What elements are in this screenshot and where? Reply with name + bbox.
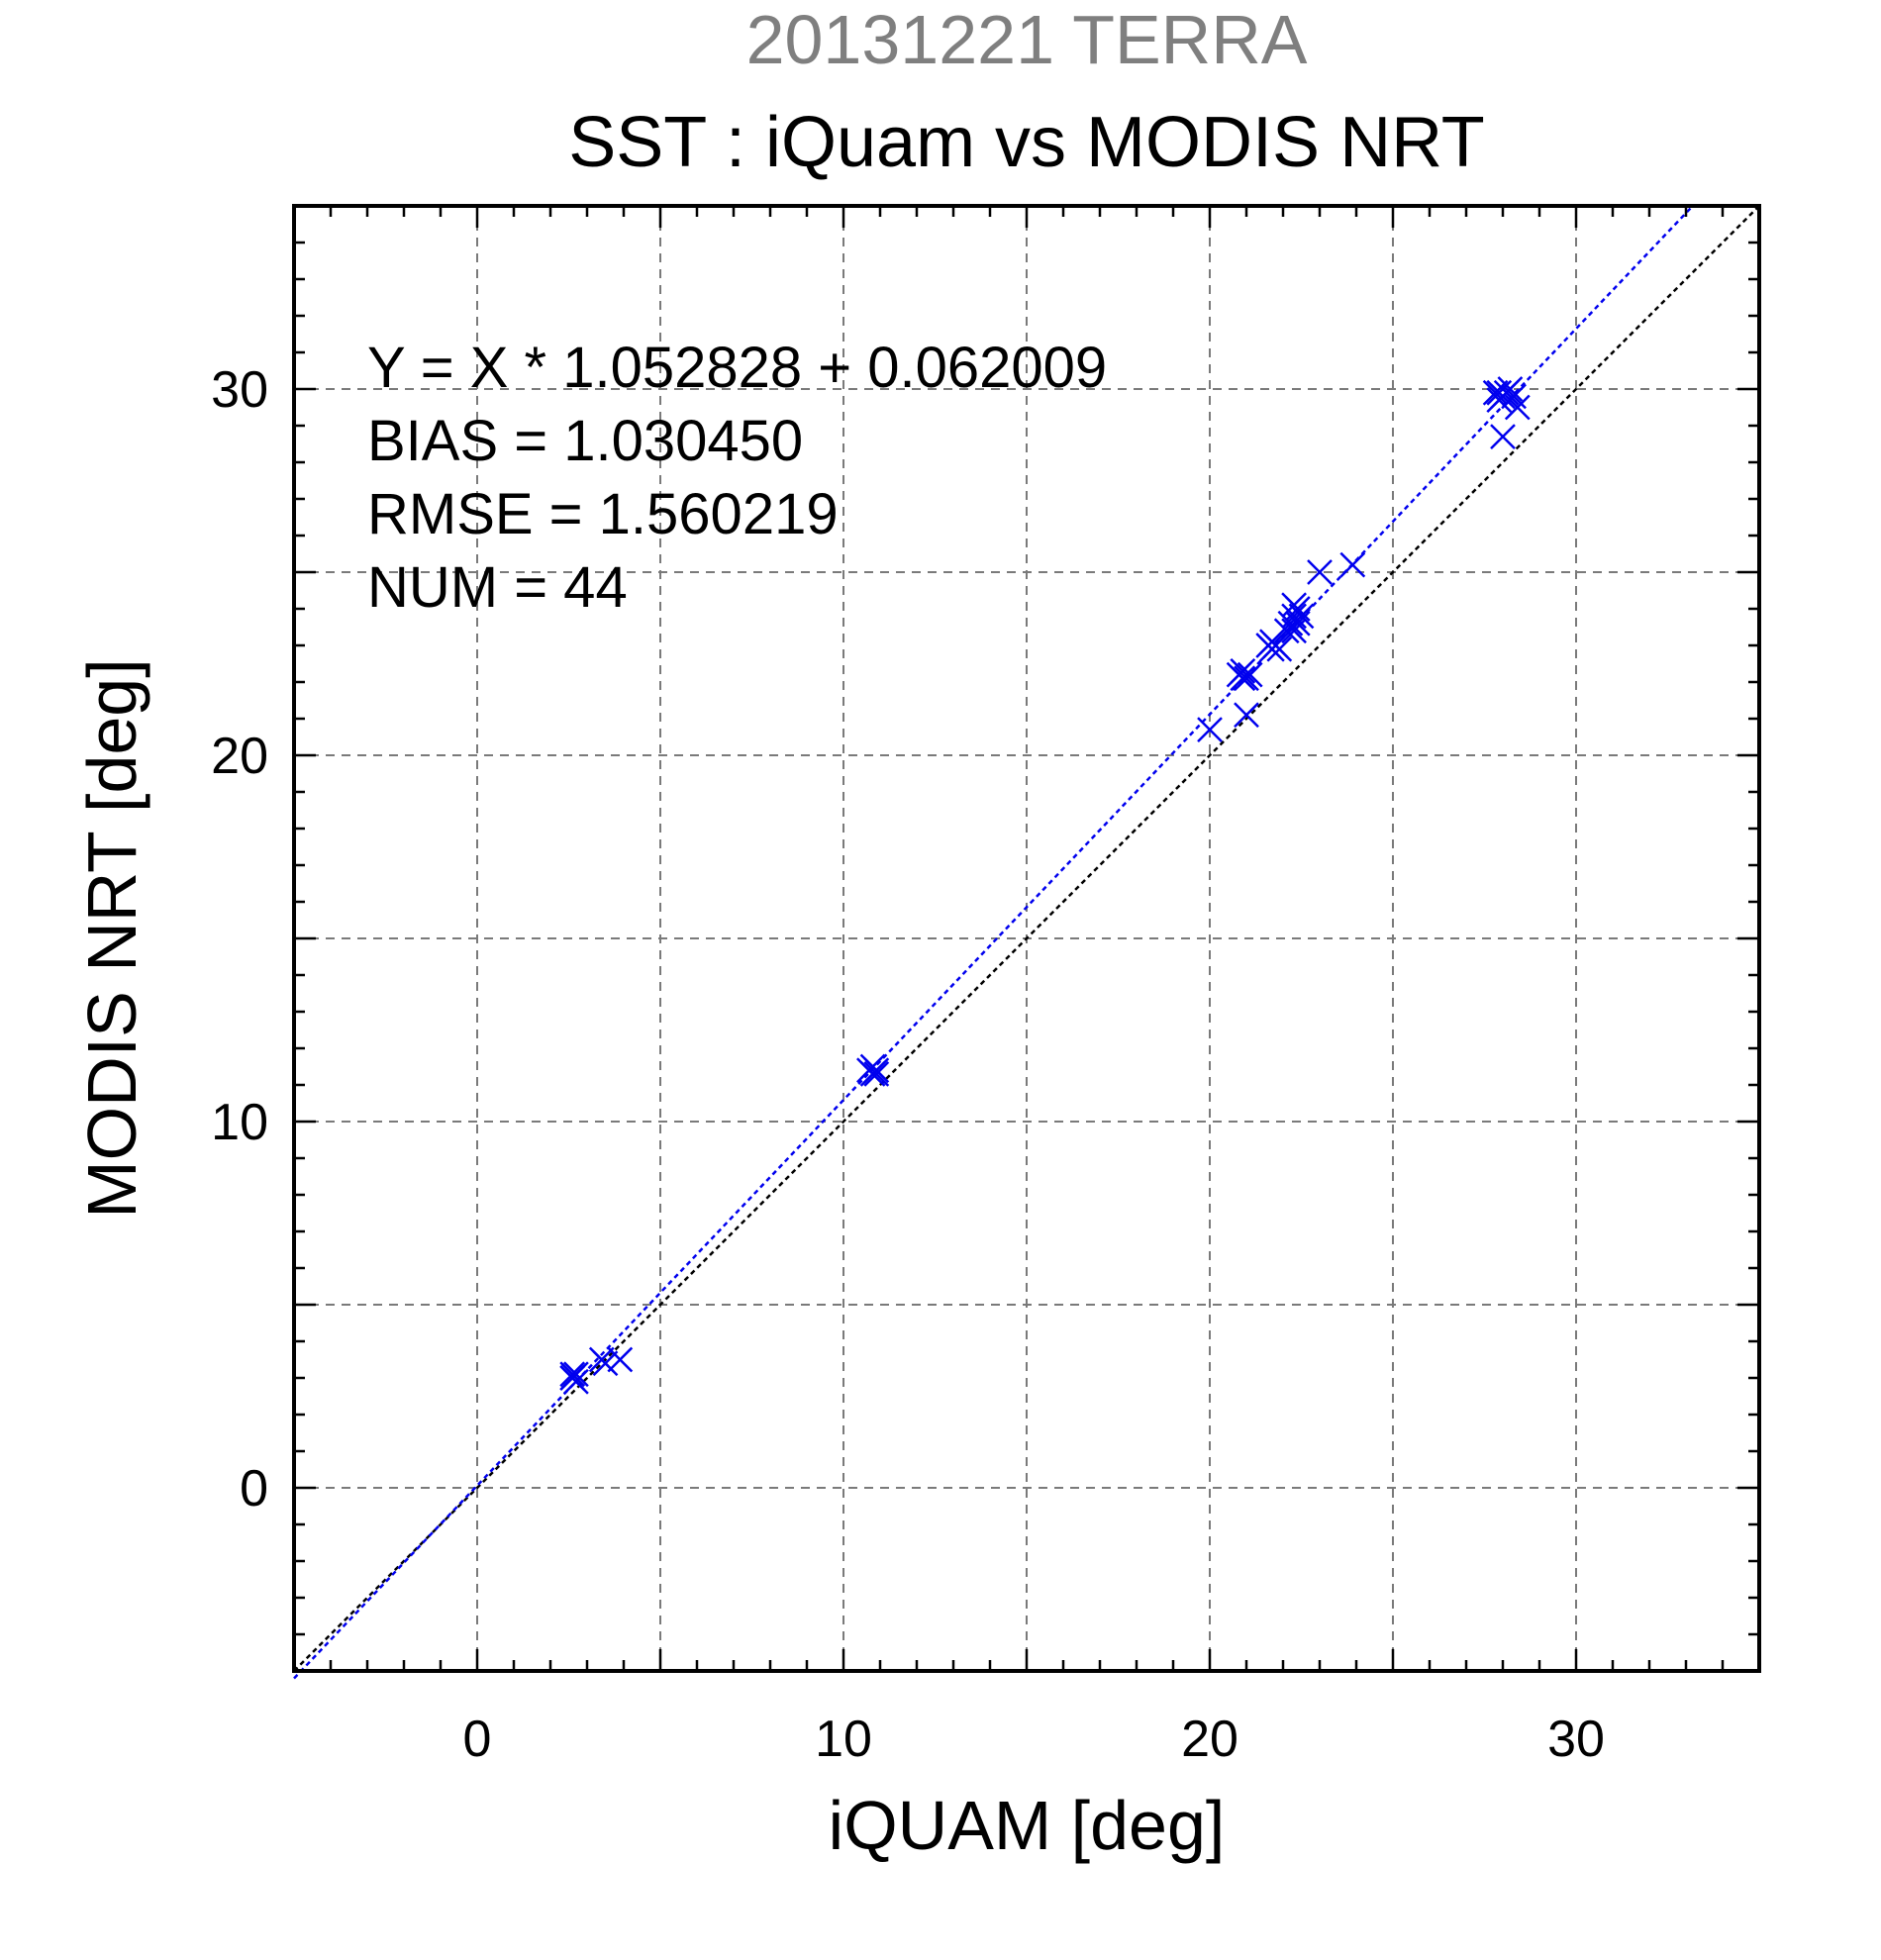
data-point-stroke xyxy=(559,1361,586,1388)
y-tick-label: 30 xyxy=(211,361,268,419)
data-point xyxy=(607,1346,634,1373)
y-tick-labels: 0 10 20 30 xyxy=(211,361,268,1518)
y-tick-label: 20 xyxy=(211,728,268,785)
data-point-stroke xyxy=(1504,394,1531,421)
data-point xyxy=(1497,376,1524,402)
data-point xyxy=(1197,717,1223,742)
data-point xyxy=(1230,658,1256,684)
data-point-stroke xyxy=(863,1061,890,1087)
data-point xyxy=(592,1350,619,1377)
chart-title: SST : iQuam vs MODIS NRT xyxy=(568,103,1485,182)
data-point-stroke xyxy=(1230,658,1256,684)
chart-subtitle: 20131221 TERRA xyxy=(746,1,1308,78)
data-point-stroke xyxy=(559,1365,586,1391)
annotation-line: RMSE = 1.560219 xyxy=(367,482,839,546)
data-point-stroke xyxy=(1281,592,1307,619)
data-point xyxy=(559,1365,586,1391)
y-axis-label: MODIS NRT [deg] xyxy=(73,658,150,1218)
data-point xyxy=(1234,702,1259,729)
data-point-stroke xyxy=(1234,702,1259,729)
data-point-stroke xyxy=(1288,603,1315,630)
grid xyxy=(294,206,1759,1671)
y-tick-label: 0 xyxy=(240,1460,268,1518)
statistics-annotation: Y = X * 1.052828 + 0.062009 BIAS = 1.0304… xyxy=(367,336,1107,620)
data-point xyxy=(1281,603,1307,630)
data-point-stroke xyxy=(1237,661,1263,688)
data-point xyxy=(859,1053,886,1080)
x-tick-label: 10 xyxy=(815,1711,872,1768)
data-point xyxy=(1490,424,1516,449)
data-point-stroke xyxy=(592,1350,619,1377)
x-tick-label: 30 xyxy=(1547,1711,1605,1768)
data-point xyxy=(559,1361,586,1388)
data-point-stroke xyxy=(1490,424,1516,449)
data-point-stroke xyxy=(1277,610,1304,637)
plot-frame xyxy=(292,204,1761,1673)
annotation-line: NUM = 44 xyxy=(367,555,628,620)
x-tick-label: 20 xyxy=(1181,1711,1238,1768)
data-point xyxy=(1288,603,1315,630)
x-tick-labels: 0 10 20 30 xyxy=(463,1711,1605,1768)
data-point-stroke xyxy=(859,1053,886,1080)
y-tick-label: 10 xyxy=(211,1094,268,1151)
data-point xyxy=(1230,665,1256,692)
annotation-line: Y = X * 1.052828 + 0.062009 xyxy=(367,336,1107,400)
annotation-line: BIAS = 1.030450 xyxy=(367,409,803,473)
data-point xyxy=(1339,551,1366,578)
data-point-stroke xyxy=(1339,551,1366,578)
data-point xyxy=(1281,592,1307,619)
x-tick-label: 0 xyxy=(463,1711,492,1768)
data-point-stroke xyxy=(1230,665,1256,692)
data-point xyxy=(1307,559,1333,585)
data-point xyxy=(1237,661,1263,688)
x-axis-label: iQUAM [deg] xyxy=(829,1787,1226,1864)
data-points xyxy=(559,376,1531,1395)
data-point xyxy=(1482,379,1509,406)
data-point-stroke xyxy=(1307,559,1333,585)
data-point-stroke xyxy=(1482,379,1509,406)
data-point-stroke xyxy=(607,1346,634,1373)
data-point-stroke xyxy=(1197,717,1223,742)
data-point xyxy=(863,1061,890,1087)
reference-lines xyxy=(293,205,1760,1680)
data-point xyxy=(1266,636,1293,662)
data-point-stroke xyxy=(1497,376,1524,402)
data-point-stroke xyxy=(1266,636,1293,662)
identity-line xyxy=(293,205,1760,1672)
data-point-stroke xyxy=(1281,603,1307,630)
